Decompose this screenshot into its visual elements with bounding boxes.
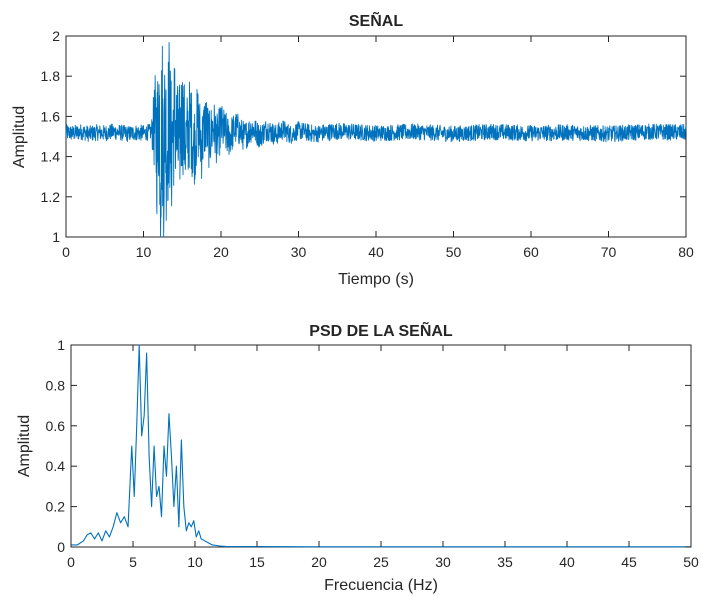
psd-y-label: Amplitud [16,415,33,477]
psd-title: PSD DE LA SEÑAL [309,320,453,340]
signal-y-label: Amplitud [11,106,28,168]
psd-y-tick-label: 1 [57,337,65,353]
signal-y-tick-label: 1.2 [41,189,61,205]
signal-series-line [65,42,687,238]
psd-y-tick-label: 0.4 [46,458,66,474]
signal-x-ticks: 0 10 20 30 40 50 60 70 80 [62,36,694,260]
psd-x-ticks: 0 5 10 15 20 25 30 35 40 45 50 [67,345,699,570]
psd-y-ticks: 0 0.2 0.4 0.6 0.8 1 [46,337,691,555]
signal-y-tick-label: 1.8 [41,68,61,84]
signal-series [65,42,687,238]
signal-x-tick-label: 20 [213,244,229,260]
psd-y-tick-label: 0 [57,539,65,555]
psd-axes: 0 5 10 15 20 25 30 35 40 45 50 0 0.2 0.4 0.6 0.8 1 PSD … [16,320,699,594]
psd-x-tick-label: 50 [683,554,699,570]
psd-x-tick-label: 0 [67,554,75,570]
psd-y-tick-label: 0.8 [46,377,66,393]
psd-x-tick-label: 45 [621,554,637,570]
psd-x-label: Frecuencia (Hz) [324,577,438,594]
signal-x-tick-label: 0 [62,244,70,260]
signal-y-tick-label: 1.4 [41,149,61,165]
psd-y-tick-label: 0.6 [46,418,66,434]
psd-x-tick-label: 25 [373,554,389,570]
signal-y-tick-label: 1 [52,229,60,245]
psd-x-tick-label: 20 [311,554,327,570]
signal-title: SEÑAL [349,10,403,30]
psd-x-tick-label: 10 [187,554,203,570]
psd-x-tick-label: 15 [249,554,265,570]
psd-series [71,344,691,548]
signal-x-tick-label: 80 [678,244,694,260]
psd-x-tick-label: 5 [129,554,137,570]
signal-axes: 0 10 20 30 40 50 60 70 80 1 1.2 1.4 1.6 1.8 2 SEÑAL T… [11,10,694,288]
signal-x-tick-label: 70 [601,244,617,260]
signal-y-ticks: 1 1.2 1.4 1.6 1.8 2 [41,28,686,245]
signal-x-tick-label: 40 [368,244,384,260]
signal-x-tick-label: 30 [291,244,307,260]
psd-series-line [71,344,691,548]
psd-x-tick-label: 35 [497,554,513,570]
signal-x-tick-label: 10 [136,244,152,260]
signal-y-tick-label: 1.6 [41,108,61,124]
psd-x-tick-label: 40 [559,554,575,570]
signal-x-tick-label: 50 [446,244,462,260]
psd-y-tick-label: 0.2 [46,499,66,515]
signal-x-tick-label: 60 [523,244,539,260]
psd-x-tick-label: 30 [435,554,451,570]
signal-y-tick-label: 2 [52,28,60,44]
signal-x-label: Tiempo (s) [338,271,414,288]
